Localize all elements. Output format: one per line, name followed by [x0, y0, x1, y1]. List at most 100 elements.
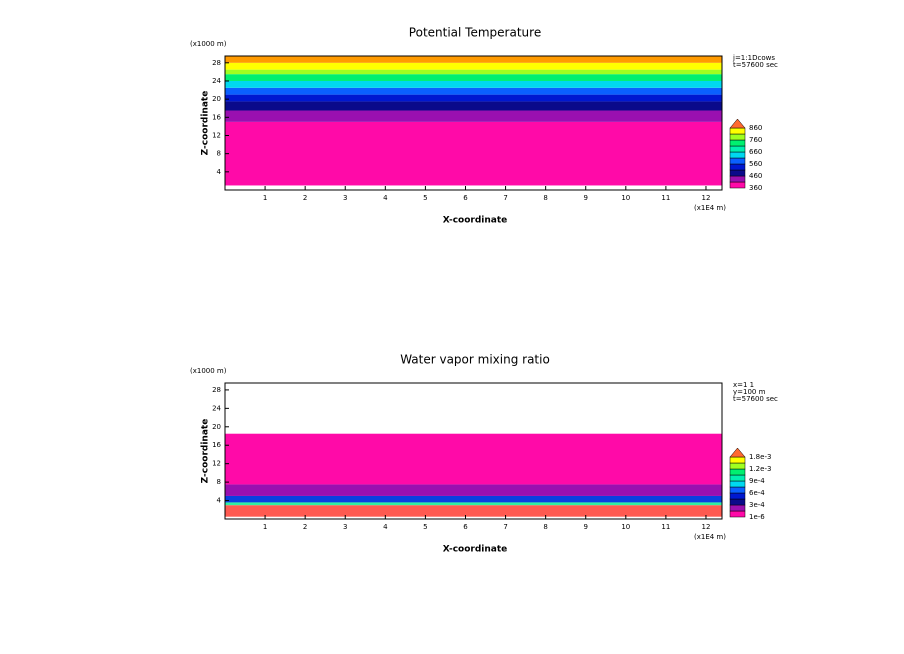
x-tick-label: 11	[661, 523, 670, 531]
y-tick-label: 28	[212, 386, 221, 394]
colorbar-box	[729, 151, 746, 159]
y-unit: (x1000 m)	[190, 367, 227, 375]
x-tick-label: 8	[543, 194, 547, 202]
y-tick-label: 4	[217, 168, 222, 176]
contour-band	[225, 80, 722, 88]
contour-band	[225, 101, 722, 111]
x-tick-label: 9	[583, 194, 587, 202]
annotation: j=1:1Dcows	[732, 54, 775, 62]
contour-band	[225, 505, 722, 517]
contour-band	[225, 94, 722, 102]
colorbar-box	[729, 163, 746, 171]
colorbar-label: 1.2e-3	[749, 465, 771, 473]
colorbar-box	[729, 157, 746, 165]
y-tick-label: 4	[217, 497, 222, 505]
y-tick-label: 16	[212, 113, 221, 121]
x-tick-label: 6	[463, 523, 468, 531]
x-tick-label: 7	[503, 523, 507, 531]
colorbar-box	[729, 133, 746, 141]
x-tick-label: 2	[303, 194, 307, 202]
y-tick-label: 8	[217, 478, 221, 486]
contour-band	[225, 484, 722, 496]
colorbar-box	[729, 145, 746, 153]
colorbar-box	[729, 486, 746, 494]
y-tick-label: 8	[217, 150, 221, 158]
y-tick-label: 16	[212, 441, 221, 449]
annotation: t=57600 sec	[733, 395, 778, 403]
colorbar-arrow	[729, 118, 746, 129]
colorbar-label: 1e-6	[749, 513, 765, 521]
colorbar-label: 1.8e-3	[749, 453, 771, 461]
contour-band	[225, 502, 722, 506]
colorbar-label: 560	[749, 160, 762, 168]
x-tick-label: 4	[383, 523, 388, 531]
contour-band	[225, 495, 722, 503]
x-axis-label: X-coordinate	[443, 545, 508, 555]
plot-frame	[224, 382, 723, 520]
x-tick-label: 4	[383, 194, 388, 202]
annotation: y=100 m	[733, 388, 766, 396]
plot-frame	[224, 55, 723, 191]
x-tick-label: 11	[661, 194, 670, 202]
chart-title: Water vapor mixing ratio	[400, 353, 550, 367]
y-tick-label: 12	[212, 460, 221, 468]
colorbar-label: 9e-4	[749, 477, 765, 485]
contour-band	[225, 433, 722, 485]
x-tick-label: 3	[343, 523, 347, 531]
x-tick-label: 10	[621, 523, 630, 531]
colorbar-box	[729, 468, 746, 476]
y-axis-label: Z-coordinate	[201, 91, 211, 156]
x-tick-label: 2	[303, 523, 307, 531]
y-tick-label: 24	[212, 77, 221, 85]
y-unit: (x1000 m)	[190, 40, 227, 48]
contour-band	[225, 121, 722, 186]
colorbar-box	[729, 139, 746, 147]
colorbar-box	[729, 474, 746, 482]
contour-band	[225, 56, 722, 63]
y-tick-label: 20	[212, 423, 221, 431]
x-tick-label: 10	[621, 194, 630, 202]
colorbar-box	[729, 462, 746, 470]
colorbar-box	[729, 175, 746, 183]
colorbar-label: 3e-4	[749, 501, 765, 509]
y-tick-label: 28	[212, 59, 221, 67]
y-axis-label: Z-coordinate	[201, 419, 211, 484]
y-tick-label: 20	[212, 95, 221, 103]
x-tick-label: 12	[702, 523, 711, 531]
colorbar-box	[729, 492, 746, 500]
contour-band	[225, 74, 722, 81]
x-tick-label: 12	[702, 194, 711, 202]
colorbar-label: 860	[749, 124, 762, 132]
x-unit: (x1E4 m)	[694, 204, 726, 212]
chart-title: Potential Temperature	[409, 26, 541, 40]
x-tick-label: 8	[543, 523, 547, 531]
annotation: x=1 1	[733, 381, 754, 389]
x-tick-label: 1	[263, 523, 267, 531]
colorbar-label: 460	[749, 172, 762, 180]
colorbar-arrow	[729, 447, 746, 458]
contour-band	[225, 87, 722, 95]
colorbar-box	[729, 504, 746, 512]
x-unit: (x1E4 m)	[694, 533, 726, 541]
y-tick-label: 24	[212, 404, 221, 412]
colorbar-box	[729, 510, 746, 518]
colorbar-box	[729, 498, 746, 506]
x-tick-label: 9	[583, 523, 587, 531]
contour-band	[225, 62, 722, 70]
colorbar-label: 760	[749, 136, 762, 144]
y-tick-label: 12	[212, 131, 221, 139]
x-tick-label: 5	[423, 523, 427, 531]
colorbar-label: 660	[749, 148, 762, 156]
x-tick-label: 7	[503, 194, 507, 202]
x-tick-label: 6	[463, 194, 468, 202]
x-tick-label: 3	[343, 194, 347, 202]
colorbar-box	[729, 169, 746, 177]
colorbar-label: 6e-4	[749, 489, 765, 497]
colorbar-box	[729, 480, 746, 488]
colorbar-label: 360	[749, 184, 762, 192]
annotation: t=57600 sec	[733, 61, 778, 69]
colorbar-box	[729, 456, 746, 464]
colorbar-box	[729, 127, 746, 135]
x-axis-label: X-coordinate	[443, 216, 508, 226]
